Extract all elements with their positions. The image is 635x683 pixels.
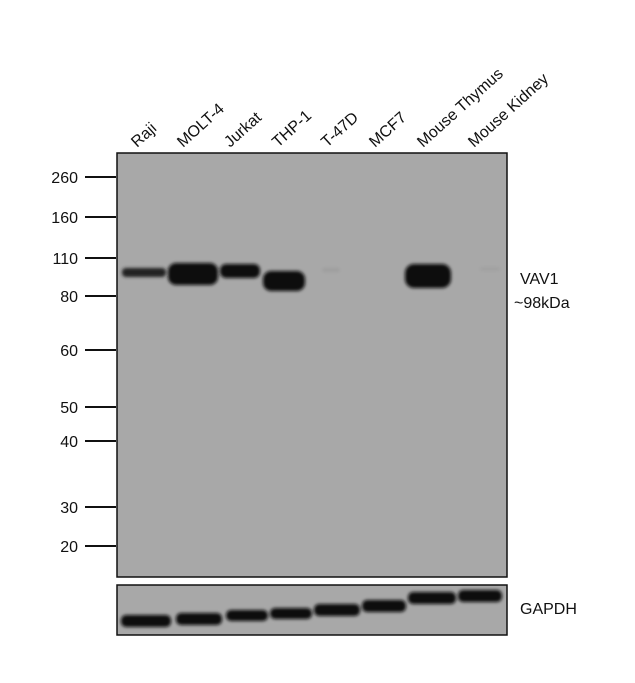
band <box>405 264 451 288</box>
marker-label: 160 <box>51 210 78 227</box>
marker-label: 110 <box>52 251 78 268</box>
band <box>263 271 305 291</box>
band <box>270 608 312 619</box>
band <box>458 590 502 602</box>
lane-labels: Raji MOLT-4 Jurkat THP-1 T-47D MCF7 Mous… <box>128 65 552 151</box>
band <box>322 268 340 272</box>
target-size: ~98kDa <box>514 295 570 312</box>
lane-label: THP-1 <box>269 107 315 151</box>
lane-label: Mouse Thymus <box>414 65 506 151</box>
control-name: GAPDH <box>520 601 577 618</box>
lane-label: MOLT-4 <box>174 100 228 151</box>
marker-label: 30 <box>60 500 78 517</box>
band <box>314 604 360 616</box>
band <box>121 615 171 627</box>
marker-label: 80 <box>60 289 78 306</box>
band <box>168 263 218 285</box>
marker-label: 20 <box>60 539 78 556</box>
membrane <box>116 152 508 578</box>
marker-label: 60 <box>60 343 78 360</box>
band <box>176 613 222 625</box>
bands <box>122 263 500 291</box>
marker-label: 50 <box>60 400 78 417</box>
lane-label: T-47D <box>318 109 362 151</box>
band <box>362 600 406 612</box>
marker-ladder: 260 160 110 80 60 50 40 30 20 <box>51 170 116 556</box>
control-blot <box>116 584 508 636</box>
bands <box>121 590 502 627</box>
marker-label: 40 <box>60 434 78 451</box>
band <box>122 268 166 277</box>
marker-label: 260 <box>51 170 78 187</box>
main-blot <box>116 152 508 578</box>
lane-label: Raji <box>128 120 160 151</box>
band <box>480 267 500 271</box>
target-name: VAV1 <box>520 271 559 288</box>
band <box>220 264 260 278</box>
lane-label: Jurkat <box>221 109 265 151</box>
band <box>226 610 268 621</box>
lane-label: MCF7 <box>366 109 410 151</box>
band <box>408 592 456 604</box>
